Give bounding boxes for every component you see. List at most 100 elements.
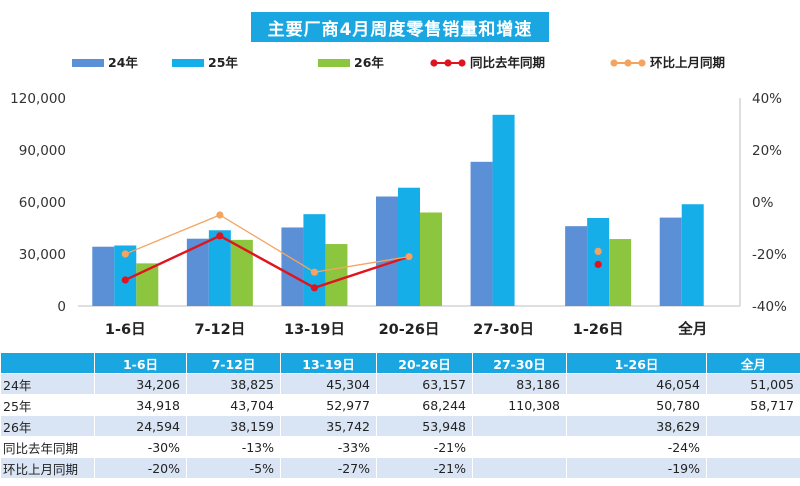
table-cell: 52,977 [280, 394, 377, 416]
bar [420, 212, 442, 306]
table-cell [472, 415, 567, 437]
table-cell: -24% [566, 436, 707, 458]
table-cell: 46,054 [566, 373, 707, 395]
table-cell [706, 457, 800, 479]
row-label: 同比去年同期 [0, 436, 95, 458]
y-tick-label: 30,000 [19, 247, 66, 263]
table-cell [706, 415, 800, 437]
table-cell: -19% [566, 457, 707, 479]
table-cell: 83,186 [472, 373, 567, 395]
table-header: 27-30日 [472, 352, 567, 374]
x-tick-label: 13-19日 [284, 321, 345, 338]
series-point [121, 250, 129, 258]
table-cell: 24,594 [94, 415, 187, 437]
series-line [125, 214, 410, 273]
y2-tick-label: 0% [752, 195, 774, 211]
table-cell: 53,948 [376, 415, 473, 437]
bar [325, 244, 348, 306]
table-cell [472, 457, 567, 479]
table-header: 全月 [706, 352, 800, 374]
table-header: 20-26日 [376, 352, 473, 374]
y-axis-left: 0 30,000 60,000 90,000 120,000 [10, 91, 66, 315]
table-header-row: 1-6日 7-12日 13-19日 20-26日 27-30日 1-26日 全月 [0, 352, 800, 374]
x-tick-label: 1-26日 [573, 321, 624, 338]
table-cell: -21% [376, 457, 473, 479]
series-point [310, 268, 319, 276]
series-point [594, 260, 602, 268]
legend-swatch [72, 59, 104, 67]
row-label: 25年 [0, 394, 95, 416]
bar [609, 239, 632, 306]
y-tick-label: 0 [57, 299, 66, 315]
table-corner [0, 352, 95, 374]
table-row: 26年 24,594 38,159 35,742 53,948 38,629 [0, 415, 800, 437]
table-cell: 34,206 [94, 373, 187, 395]
bar [303, 214, 326, 306]
legend-label: 环比上月同期 [650, 55, 725, 70]
x-tick-label: 27-30日 [473, 321, 534, 338]
bar [681, 204, 704, 306]
series-point [121, 276, 129, 284]
series-line [124, 234, 410, 290]
bar [492, 114, 515, 306]
y-tick-label: 60,000 [19, 195, 66, 211]
table-row: 同比去年同期 -30% -13% -33% -21% -24% [0, 436, 800, 458]
legend-label: 同比去年同期 [470, 55, 545, 70]
legend-marker [624, 59, 632, 67]
table-header: 7-12日 [186, 352, 281, 374]
table-cell: 38,629 [566, 415, 707, 437]
series-point [216, 232, 224, 240]
legend-marker [610, 59, 618, 67]
x-axis: 1-6日 7-12日 13-19日 20-26日 27-30日 1-26日 全月 [105, 320, 707, 338]
legend-swatch [172, 59, 204, 67]
table-cell: -5% [186, 457, 281, 479]
table-cell: 38,159 [186, 415, 281, 437]
table-cell: 110,308 [472, 394, 567, 416]
table-row: 24年 34,206 38,825 45,304 63,157 83,186 4… [0, 373, 800, 395]
table-cell: 68,244 [376, 394, 473, 416]
table-cell: -30% [94, 436, 187, 458]
bar [659, 217, 682, 306]
table-header: 1-26日 [566, 352, 707, 374]
x-tick-label: 7-12日 [194, 321, 245, 338]
data-table: 1-6日 7-12日 13-19日 20-26日 27-30日 1-26日 全月… [0, 352, 800, 479]
table-header: 13-19日 [280, 352, 377, 374]
bar [376, 196, 398, 306]
table-cell: -21% [376, 436, 473, 458]
x-tick-label: 全月 [677, 320, 707, 338]
legend-marker [430, 59, 438, 67]
y-tick-label: 120,000 [10, 91, 66, 107]
table-cell: -13% [186, 436, 281, 458]
bar [398, 187, 420, 306]
y-axis-right: -40% -20% 0% 20% 40% [752, 91, 787, 315]
legend: 24年 25年 26年 同比去年同期 环比上月同期 [72, 55, 725, 70]
y2-tick-label: -20% [752, 247, 787, 263]
bar [565, 226, 588, 306]
bar [230, 239, 253, 306]
bar [208, 230, 231, 306]
table-cell: 43,704 [186, 394, 281, 416]
table-cell [706, 436, 800, 458]
row-label: 24年 [0, 373, 95, 395]
table-cell: -27% [280, 457, 377, 479]
y2-tick-label: 40% [752, 91, 782, 107]
series-point [405, 253, 413, 261]
table-cell: -20% [94, 457, 187, 479]
table-row: 环比上月同期 -20% -5% -27% -21% -19% [0, 457, 800, 479]
legend-label: 25年 [208, 55, 238, 70]
table-cell: 51,005 [706, 373, 800, 395]
legend-marker [444, 59, 452, 67]
x-tick-label: 1-6日 [105, 321, 146, 338]
table-cell: 45,304 [280, 373, 377, 395]
row-label: 26年 [0, 415, 95, 437]
series-point [216, 211, 224, 219]
x-tick-label: 20-26日 [379, 321, 440, 338]
chart-canvas: 24年 25年 26年 同比去年同期 环比上月同期 0 30,000 60,000 90,00… [10, 55, 787, 338]
chart-title: 主要厂商4月周度零售销量和增速 [251, 12, 549, 42]
row-label: 环比上月同期 [0, 457, 95, 479]
bar [92, 246, 115, 306]
legend-marker [458, 59, 466, 67]
series-point [310, 284, 319, 292]
table-cell: -33% [280, 436, 377, 458]
legend-swatch [318, 59, 350, 67]
